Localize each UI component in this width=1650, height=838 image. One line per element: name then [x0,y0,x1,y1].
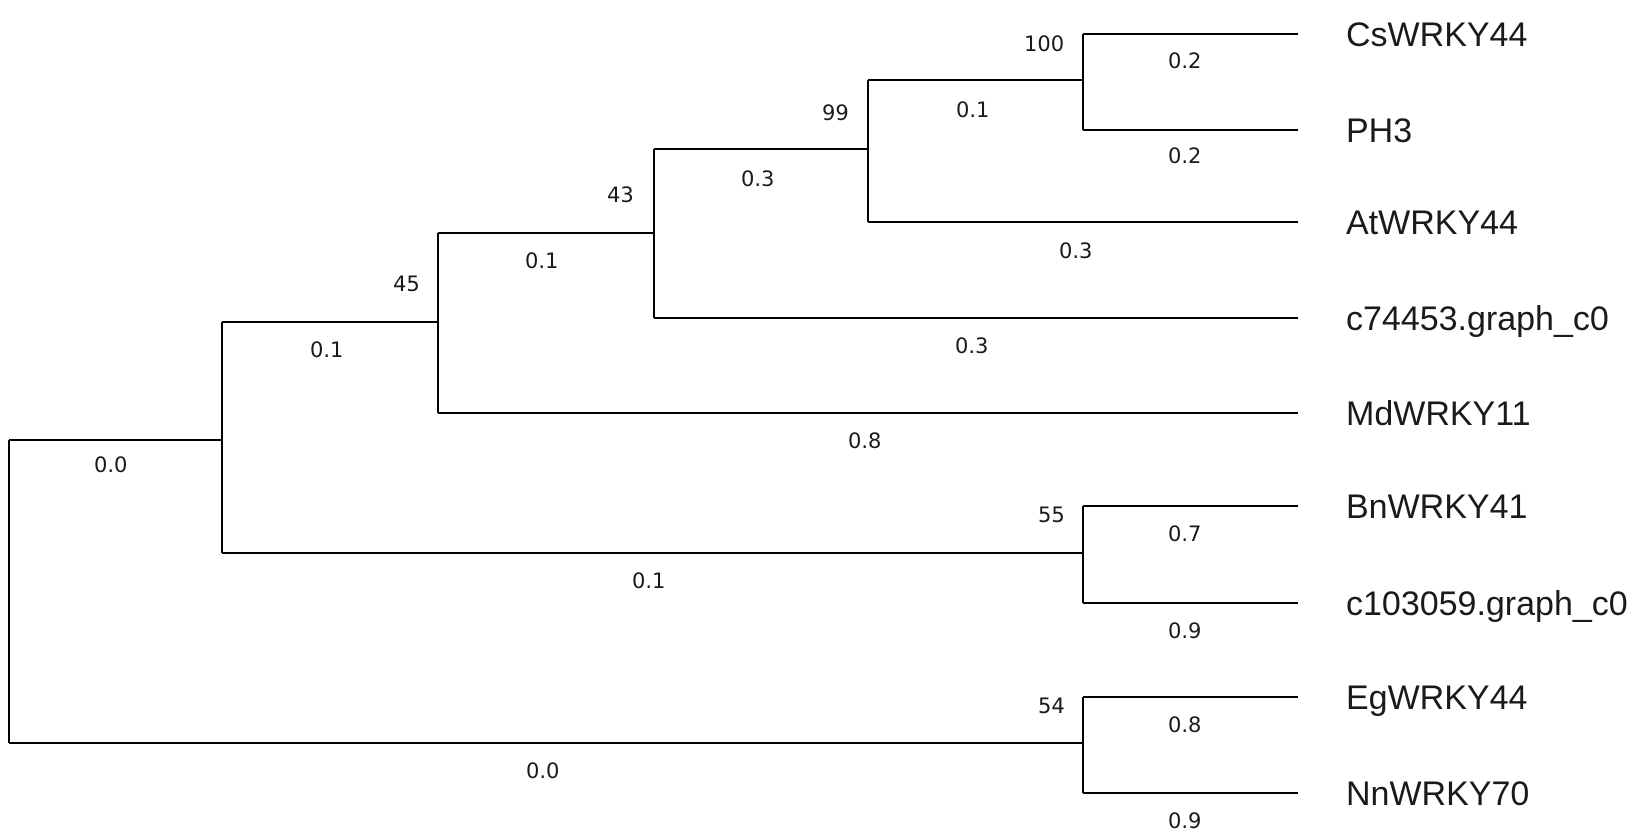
tree-branches [8,33,1298,794]
leaf-label-bnwrky41: BnWRKY41 [1346,488,1527,526]
length-label-cswrky44: 0.2 [1168,49,1201,73]
length-label-c103059: 0.9 [1168,619,1201,643]
leaf-label-cswrky44: CsWRKY44 [1346,16,1527,54]
length-label-c74453: 0.3 [955,334,988,358]
leaf-label-egwrky44: EgWRKY44 [1346,679,1527,717]
leaf-branch-lengths: 0.2 0.2 0.3 0.3 0.8 0.7 0.9 0.8 0.9 [848,49,1201,833]
length-label-node-43: 0.1 [525,249,558,273]
length-label-upper-node: 0.0 [94,453,127,477]
length-label-bnwrky41: 0.7 [1168,522,1201,546]
length-label-node-54: 0.0 [526,759,559,783]
length-label-ph3: 0.2 [1168,144,1201,168]
leaf-label-c74453: c74453.graph_c0 [1346,300,1609,338]
length-label-mdwrky11: 0.8 [848,429,881,453]
length-label-node-99: 0.3 [741,167,774,191]
leaf-label-mdwrky11: MdWRKY11 [1346,395,1531,433]
bootstrap-label-54: 54 [1038,694,1065,718]
bootstrap-label-45: 45 [393,272,420,296]
bootstrap-values: 100 99 43 45 55 54 [393,32,1065,718]
leaf-label-atwrky44: AtWRKY44 [1346,204,1518,242]
bootstrap-label-43: 43 [607,183,634,207]
length-label-atwrky44: 0.3 [1059,239,1092,263]
length-label-nnwrky70: 0.9 [1168,809,1201,833]
length-label-egwrky44: 0.8 [1168,713,1201,737]
length-label-node-55: 0.1 [632,569,665,593]
leaf-label-nnwrky70: NnWRKY70 [1346,775,1529,813]
bootstrap-label-55: 55 [1038,503,1065,527]
bootstrap-label-100: 100 [1024,32,1064,56]
bootstrap-label-99: 99 [822,101,849,125]
internal-branch-lengths: 0.1 0.3 0.1 0.1 0.1 0.0 0.0 [94,98,989,783]
leaf-label-ph3: PH3 [1346,112,1412,150]
leaf-labels: CsWRKY44 PH3 AtWRKY44 c74453.graph_c0 Md… [1346,16,1628,813]
leaf-label-c103059: c103059.graph_c0 [1346,585,1628,623]
length-label-node-45: 0.1 [310,338,343,362]
length-label-node-100: 0.1 [956,98,989,122]
